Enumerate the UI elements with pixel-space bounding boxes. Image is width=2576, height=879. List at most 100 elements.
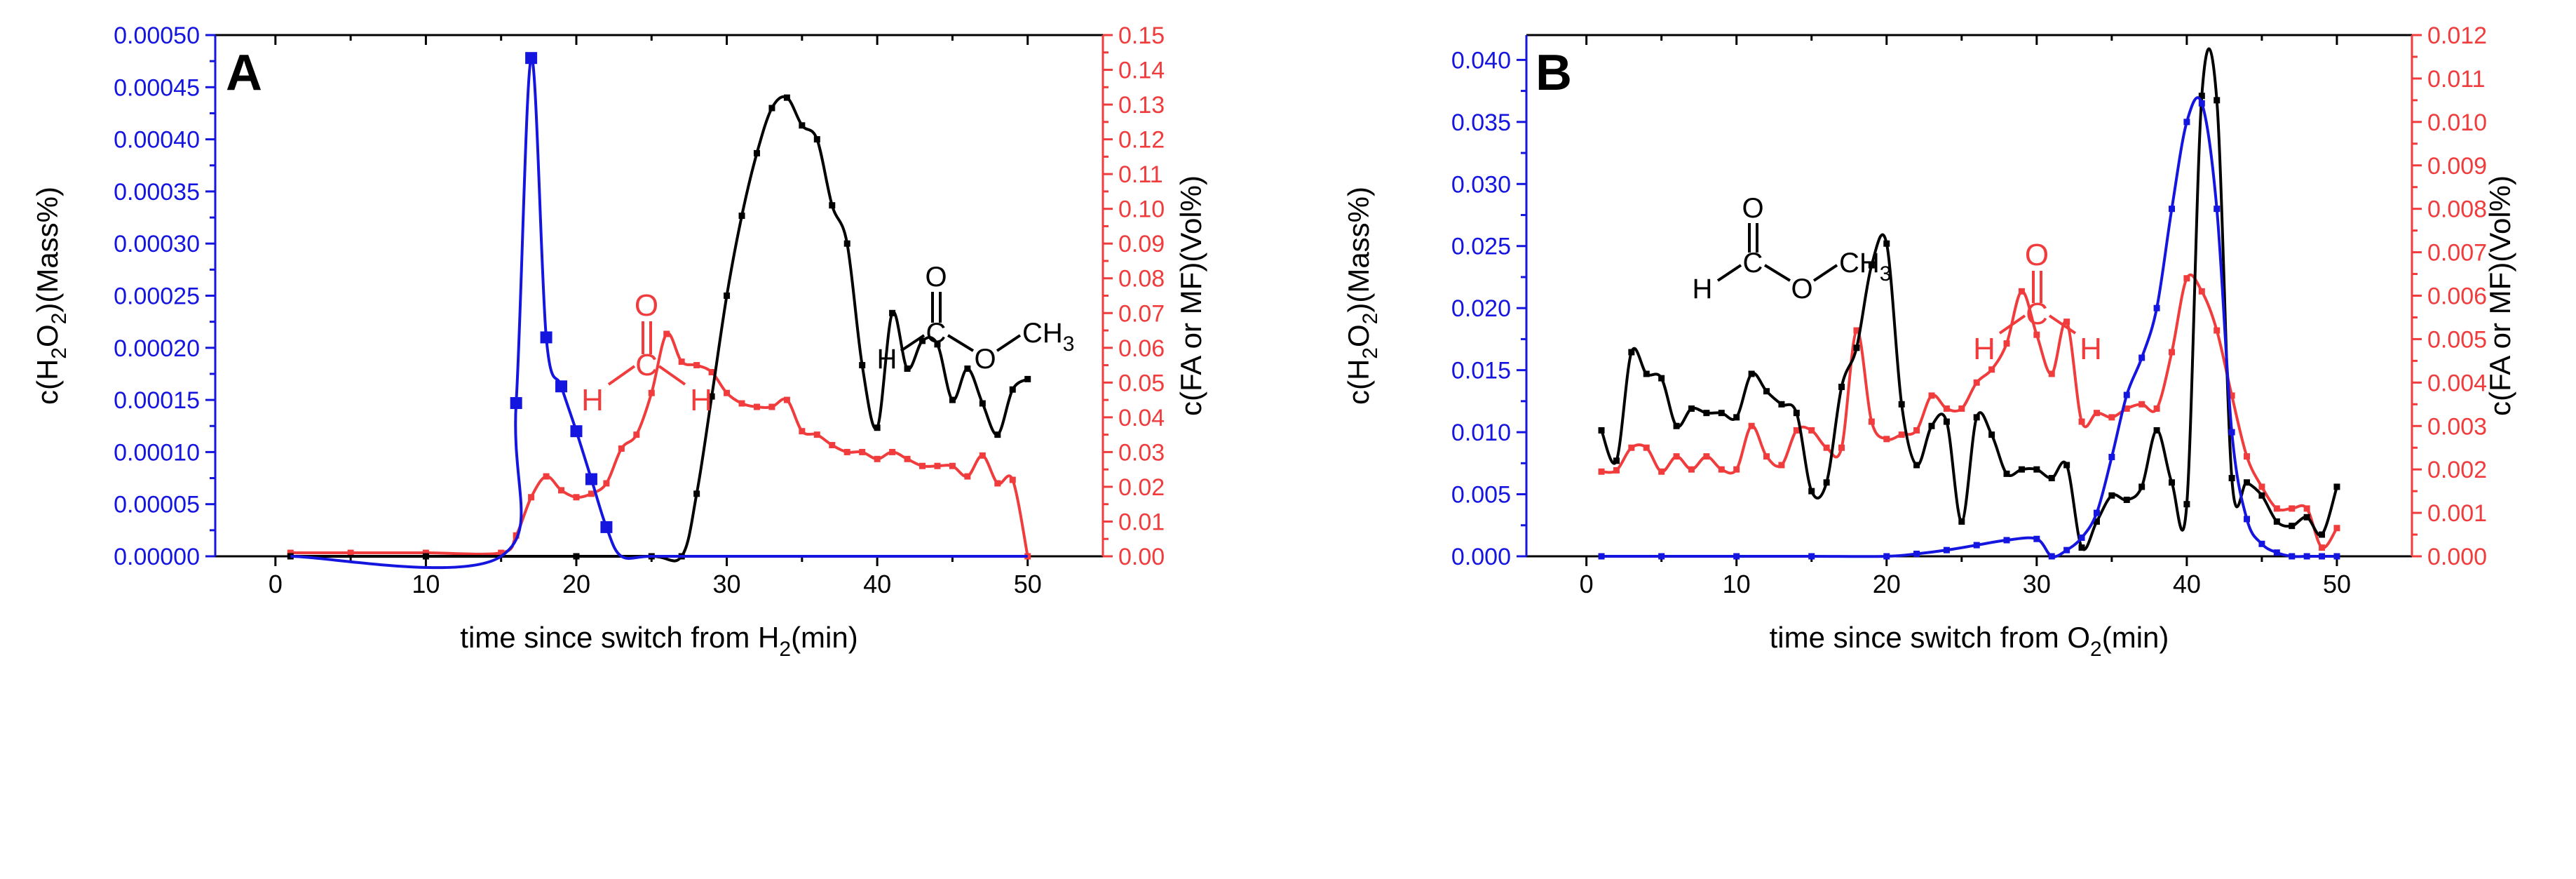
- data-point: [2108, 414, 2115, 421]
- left-y-tick-label: 0.00020: [114, 335, 200, 362]
- data-point: [1958, 405, 1965, 412]
- fa-carbon: C: [2026, 297, 2048, 331]
- series-line-mf: [290, 95, 1029, 563]
- data-point: [738, 400, 745, 407]
- right-y-tick-label: 0.07: [1118, 300, 1165, 327]
- data-point: [1733, 466, 1740, 473]
- mf-carbonyl-oxygen: O: [925, 262, 947, 293]
- data-point: [2033, 331, 2040, 338]
- data-point: [510, 397, 522, 410]
- data-point: [1643, 444, 1650, 451]
- data-point: [859, 362, 866, 369]
- data-point: [1024, 375, 1031, 382]
- right-y-tick-label: 0.008: [2427, 196, 2487, 223]
- mf-ester-oxygen: O: [974, 344, 996, 375]
- data-point: [1688, 466, 1695, 473]
- left-y-tick-label: 0.010: [1451, 420, 1511, 446]
- data-point: [934, 462, 941, 469]
- right-y-tick-label: 0.004: [2427, 370, 2487, 396]
- right-y-tick-label: 0.00: [1118, 544, 1165, 570]
- x-tick-label: 50: [1014, 570, 1042, 598]
- data-point: [528, 494, 535, 501]
- data-point: [2183, 275, 2190, 282]
- data-point: [1613, 457, 1620, 464]
- data-point: [1009, 386, 1016, 393]
- x-tick-label: 10: [412, 570, 440, 598]
- right-y-tick-label: 0.02: [1118, 474, 1165, 501]
- data-point: [1808, 553, 1815, 560]
- fa-hydrogen-left: H: [581, 383, 604, 417]
- data-point: [1943, 418, 1950, 425]
- data-point: [753, 149, 760, 156]
- data-point: [585, 473, 597, 485]
- left-y-axis-label: c(H2O2)(Mass%): [31, 187, 71, 405]
- data-point: [1009, 476, 1016, 483]
- left-y-tick-label: 0.035: [1451, 109, 1511, 136]
- data-point: [603, 480, 610, 487]
- data-point: [2153, 405, 2160, 412]
- data-point: [422, 549, 429, 556]
- right-y-tick-label: 0.03: [1118, 439, 1165, 466]
- data-point: [2228, 392, 2235, 399]
- data-point: [1928, 392, 1935, 399]
- data-point: [2093, 509, 2100, 516]
- data-point: [2273, 549, 2280, 556]
- fa-hydrogen-left: H: [1973, 332, 1995, 366]
- left-y-tick-label: 0.00050: [114, 22, 200, 49]
- data-point: [904, 455, 911, 462]
- data-point: [1943, 405, 1950, 412]
- data-point: [2333, 483, 2340, 490]
- right-y-tick-label: 0.04: [1118, 405, 1165, 431]
- data-point: [708, 368, 715, 375]
- x-tick-label: 50: [2323, 570, 2351, 598]
- series-fa: [287, 330, 1031, 560]
- data-point: [1838, 444, 1845, 451]
- data-point: [1868, 418, 1875, 425]
- fa-hydrogen-right: H: [690, 383, 712, 417]
- data-point: [588, 490, 595, 497]
- panel-a: 0 10 20 30 40 50 0.00000 0.00005 0.00010 0.00015 0…: [31, 22, 1207, 661]
- data-point: [693, 490, 700, 497]
- left-y-tick-label: 0.025: [1451, 234, 1511, 260]
- series-mf: [287, 94, 1031, 563]
- data-point: [2138, 483, 2145, 490]
- fa-carbon: C: [635, 348, 658, 382]
- data-point: [843, 240, 850, 247]
- series-h2o2: [1598, 96, 2340, 560]
- data-point: [783, 396, 790, 403]
- data-point: [2153, 427, 2160, 434]
- data-point: [919, 462, 926, 469]
- series-line-h2o2: [290, 56, 1028, 570]
- data-point: [1868, 262, 1875, 269]
- data-point: [2198, 288, 2205, 295]
- right-y-tick-label: 0.15: [1118, 22, 1165, 49]
- right-y-axis-label: c(FA or MF)(Vol%): [2483, 175, 2516, 416]
- data-point: [708, 393, 715, 400]
- data-point: [1988, 431, 1995, 438]
- data-point: [1748, 370, 1755, 377]
- series-h2o2: [290, 52, 1028, 570]
- data-point: [648, 389, 655, 396]
- mf-hydrogen: H: [1693, 274, 1713, 304]
- right-y-tick-label: 0.006: [2427, 283, 2487, 310]
- data-point: [1628, 444, 1635, 451]
- data-point: [799, 428, 806, 435]
- left-y-tick-label: 0.00000: [114, 544, 200, 570]
- data-point: [2123, 405, 2130, 412]
- data-point: [1718, 410, 1725, 417]
- data-point: [2138, 354, 2145, 361]
- right-y-tick-label: 0.011: [2427, 66, 2486, 93]
- data-point: [1643, 370, 1650, 377]
- data-point: [1988, 366, 1995, 373]
- data-point: [2093, 410, 2100, 417]
- right-y-tick-label: 0.14: [1118, 58, 1165, 84]
- fa-hydrogen-right: H: [2080, 332, 2102, 366]
- data-point: [2244, 479, 2251, 486]
- data-point: [525, 52, 538, 65]
- mf-carbon: C: [926, 318, 947, 349]
- data-point: [1688, 405, 1695, 412]
- data-point: [1883, 240, 1890, 247]
- data-point: [498, 549, 505, 556]
- data-point: [1883, 553, 1890, 560]
